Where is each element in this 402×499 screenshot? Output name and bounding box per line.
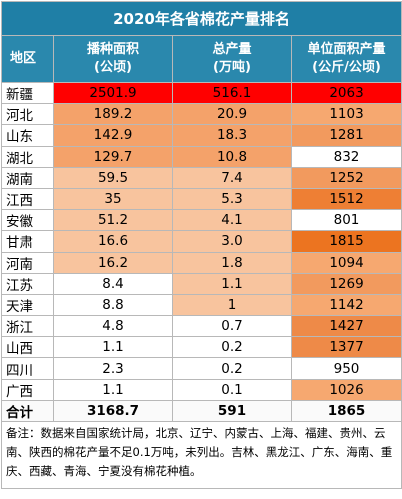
total-label: 合计	[1, 399, 54, 422]
cell-region: 广西	[1, 378, 54, 401]
cell-output: 0.2	[172, 357, 292, 380]
cell-region: 山东	[1, 124, 54, 147]
header-output: 总产量 (万吨)	[172, 35, 292, 83]
table-row: 天津 8.8 1 1142	[1, 293, 402, 317]
total-row: 合计 3168.7 591 1865	[1, 399, 402, 422]
header-yield-unit: (公斤/公顷)	[312, 60, 381, 75]
table-row: 湖北 129.7 10.8 832	[1, 145, 402, 168]
cell-yield: 832	[291, 145, 402, 168]
cell-output: 7.4	[172, 166, 292, 189]
table-row: 广西 1.1 0.1 1026	[1, 378, 402, 401]
cell-yield: 1281	[291, 124, 402, 147]
table-row: 江苏 8.4 1.1 1269	[1, 272, 402, 295]
cell-region: 湖南	[1, 166, 54, 189]
cell-output: 1.8	[172, 251, 292, 274]
cell-area: 129.7	[53, 145, 173, 168]
table-row: 湖南 59.5 7.4 1252	[1, 166, 402, 189]
cell-yield: 801	[291, 209, 402, 232]
cell-area: 8.4	[53, 272, 173, 295]
cell-region: 湖北	[1, 145, 54, 168]
cell-area: 16.2	[53, 251, 173, 274]
cell-yield: 1512	[291, 187, 402, 211]
cell-yield: 1142	[291, 293, 402, 317]
cell-yield: 1103	[291, 103, 402, 126]
cell-yield: 1377	[291, 336, 402, 359]
cell-area: 1.1	[53, 378, 173, 401]
cell-yield: 2063	[291, 81, 402, 105]
cell-output: 5.3	[172, 187, 292, 211]
table-row: 山西 1.1 0.2 1377	[1, 336, 402, 359]
cell-yield: 1094	[291, 251, 402, 274]
cell-yield: 1427	[291, 315, 402, 338]
cell-yield: 1269	[291, 272, 402, 295]
cell-region: 安徽	[1, 209, 54, 232]
cell-area: 142.9	[53, 124, 173, 147]
cell-output: 18.3	[172, 124, 292, 147]
cell-region: 山西	[1, 336, 54, 359]
cell-area: 8.8	[53, 293, 173, 317]
total-area: 3168.7	[53, 399, 173, 422]
cell-area: 4.8	[53, 315, 173, 338]
table-title: 2020年各省棉花产量排名	[1, 1, 402, 36]
table-row: 江西 35 5.3 1512	[1, 187, 402, 211]
cell-yield: 1026	[291, 378, 402, 401]
header-area-label: 播种面积	[86, 42, 139, 57]
cell-yield: 950	[291, 357, 402, 380]
cell-yield: 1815	[291, 230, 402, 253]
header-yield-label: 单位面积产量	[307, 42, 386, 57]
cell-area: 59.5	[53, 166, 173, 189]
cell-area: 35	[53, 187, 173, 211]
cell-region: 新疆	[1, 81, 54, 105]
cell-output: 1.1	[172, 272, 292, 295]
cell-region: 甘肃	[1, 230, 54, 253]
total-output: 591	[172, 399, 292, 422]
header-area: 播种面积 (公顷)	[53, 35, 173, 83]
cell-region: 四川	[1, 357, 54, 380]
cell-area: 2501.9	[53, 81, 173, 105]
cell-region: 江苏	[1, 272, 54, 295]
header-area-unit: (公顷)	[94, 60, 132, 75]
cell-output: 0.7	[172, 315, 292, 338]
cell-output: 0.1	[172, 378, 292, 401]
table-row: 河南 16.2 1.8 1094	[1, 251, 402, 274]
cell-region: 天津	[1, 293, 54, 317]
cell-output: 20.9	[172, 103, 292, 126]
total-yield: 1865	[291, 399, 402, 422]
cotton-output-table: 2020年各省棉花产量排名 地区 播种面积 (公顷) 总产量 (万吨) 单位面积…	[1, 1, 402, 489]
table-row: 河北 189.2 20.9 1103	[1, 103, 402, 126]
cell-yield: 1252	[291, 166, 402, 189]
header-output-unit: (万吨)	[213, 60, 251, 75]
cell-area: 2.3	[53, 357, 173, 380]
cell-output: 1	[172, 293, 292, 317]
cell-area: 189.2	[53, 103, 173, 126]
cell-region: 浙江	[1, 315, 54, 338]
header-yield: 单位面积产量 (公斤/公顷)	[291, 35, 402, 83]
table-body: 新疆 2501.9 516.1 2063 河北 189.2 20.9 1103 山东 142.9 1…	[1, 81, 402, 401]
table-row: 甘肃 16.6 3.0 1815	[1, 230, 402, 253]
table-row: 浙江 4.8 0.7 1427	[1, 315, 402, 338]
cell-region: 江西	[1, 187, 54, 211]
cell-region: 河南	[1, 251, 54, 274]
table-row: 山东 142.9 18.3 1281	[1, 124, 402, 147]
table-row: 四川 2.3 0.2 950	[1, 357, 402, 380]
cell-output: 516.1	[172, 81, 292, 105]
table-row: 安徽 51.2 4.1 801	[1, 209, 402, 232]
table-note: 备注：数据来自国家统计局，北京、辽宁、内蒙古、上海、福建、贵州、云南、陕西的棉花…	[1, 420, 402, 489]
cell-output: 4.1	[172, 209, 292, 232]
cell-output: 0.2	[172, 336, 292, 359]
cell-area: 1.1	[53, 336, 173, 359]
cell-area: 51.2	[53, 209, 173, 232]
cell-output: 10.8	[172, 145, 292, 168]
header-output-label: 总产量	[212, 42, 252, 57]
cell-region: 河北	[1, 103, 54, 126]
cell-area: 16.6	[53, 230, 173, 253]
header-region: 地区	[1, 35, 54, 83]
table-row: 新疆 2501.9 516.1 2063	[1, 81, 402, 105]
cell-output: 3.0	[172, 230, 292, 253]
